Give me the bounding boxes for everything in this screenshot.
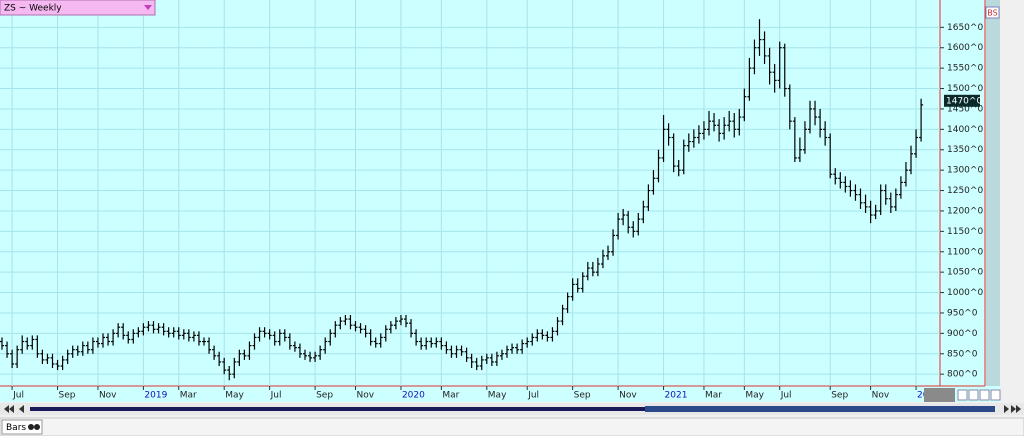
y-tick-label: 1400^0 <box>947 125 983 135</box>
x-tick-label: Jul <box>780 391 792 401</box>
y-tick-label: 1500^0 <box>947 84 983 94</box>
y-tick-label: 1650^0 <box>947 23 983 33</box>
badge-box[interactable] <box>985 6 1000 19</box>
dropdown-arrow[interactable] <box>144 5 152 10</box>
y-tick-label: 900^0 <box>947 329 978 339</box>
x-tick-label: 2020 <box>402 391 425 401</box>
price-axis-area <box>941 0 985 386</box>
x-tick-label: Sep <box>59 391 76 401</box>
y-tick-label: 1200^0 <box>947 206 983 216</box>
last-price-label: 1470^0 <box>946 96 982 106</box>
y-tick-label: 850^0 <box>947 349 978 359</box>
y-tick-label: 1250^0 <box>947 186 983 196</box>
y-tick-label: 1300^0 <box>947 166 983 176</box>
grid <box>0 0 940 386</box>
y-tick-label: 1050^0 <box>947 268 983 278</box>
scroll-thumb[interactable] <box>645 406 995 412</box>
x-tick-label: Nov <box>872 391 890 401</box>
side-strip <box>986 0 1000 386</box>
scroll-start[interactable] <box>4 405 14 413</box>
x-tick-label: May <box>488 391 507 401</box>
zoom-buttons <box>957 389 1001 401</box>
x-tick-label: Sep <box>831 391 848 401</box>
y-tick-label: 800^0 <box>947 370 978 380</box>
x-tick-label: Jul <box>270 391 282 401</box>
x-tick-label: Sep <box>316 391 333 401</box>
x-tick-label: May <box>225 391 244 401</box>
mode-tab[interactable] <box>1 419 43 435</box>
mode-label: Bars <box>6 423 26 433</box>
status-bar <box>0 417 1024 436</box>
zoom-button[interactable] <box>979 389 990 401</box>
date-axis-area <box>0 386 1000 402</box>
axes: 800^0 850^0 900^0 950^0 1000^0 1050^0 1100^0 11… <box>11 23 983 401</box>
x-tick-label: Mar <box>180 391 197 401</box>
x-tick-label: Nov <box>99 391 117 401</box>
corner-block <box>924 388 955 402</box>
y-tick-label: 1550^0 <box>947 64 983 74</box>
y-tick-label: 1000^0 <box>947 288 983 298</box>
x-tick-label: Sep <box>574 391 591 401</box>
x-tick-label: 2021 <box>665 391 688 401</box>
plot-area <box>0 0 940 386</box>
y-tick-label: 1150^0 <box>947 227 983 237</box>
x-tick-label: Mar <box>705 391 722 401</box>
scroll-end[interactable] <box>1011 405 1021 413</box>
symbol-selector[interactable] <box>0 0 156 16</box>
x-tick-label: Jul <box>12 391 24 401</box>
scroll-right[interactable] <box>1004 405 1009 413</box>
badge: BS <box>987 9 997 18</box>
x-tick-label: Jul <box>527 391 539 401</box>
zoom-button[interactable] <box>968 389 979 401</box>
bars <box>0 19 924 381</box>
y-tick-label: 1100^0 <box>947 247 983 257</box>
x-tick-label: May <box>745 391 764 401</box>
zoom-button[interactable] <box>957 389 968 401</box>
y-tick-label: 950^0 <box>947 308 978 318</box>
y-tick-label: 1350^0 <box>947 145 983 155</box>
x-tick-label: Nov <box>357 391 375 401</box>
x-tick-label: 2019 <box>144 391 167 401</box>
scroll-left[interactable] <box>19 405 24 413</box>
mode-icon <box>28 424 34 430</box>
symbol-selector-text: ZS ~ Weekly <box>4 4 62 14</box>
x-tick-label: Mar <box>442 391 459 401</box>
mode-icon <box>34 424 40 430</box>
x-tick-label: Nov <box>619 391 637 401</box>
zoom-button[interactable] <box>990 389 1001 401</box>
last-price-box <box>944 94 980 107</box>
y-tick-label: 1450^0 <box>947 104 983 114</box>
scroll-track <box>30 407 995 411</box>
y-tick-label: 1600^0 <box>947 43 983 53</box>
